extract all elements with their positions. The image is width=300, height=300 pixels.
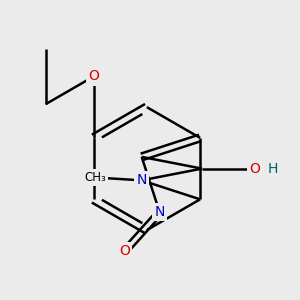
Text: CH₃: CH₃ <box>85 171 106 184</box>
Text: N: N <box>154 206 165 219</box>
Text: O: O <box>119 244 130 258</box>
Text: N: N <box>136 173 147 187</box>
Text: O: O <box>249 162 260 176</box>
Text: H: H <box>268 162 278 176</box>
Text: O: O <box>88 69 99 83</box>
